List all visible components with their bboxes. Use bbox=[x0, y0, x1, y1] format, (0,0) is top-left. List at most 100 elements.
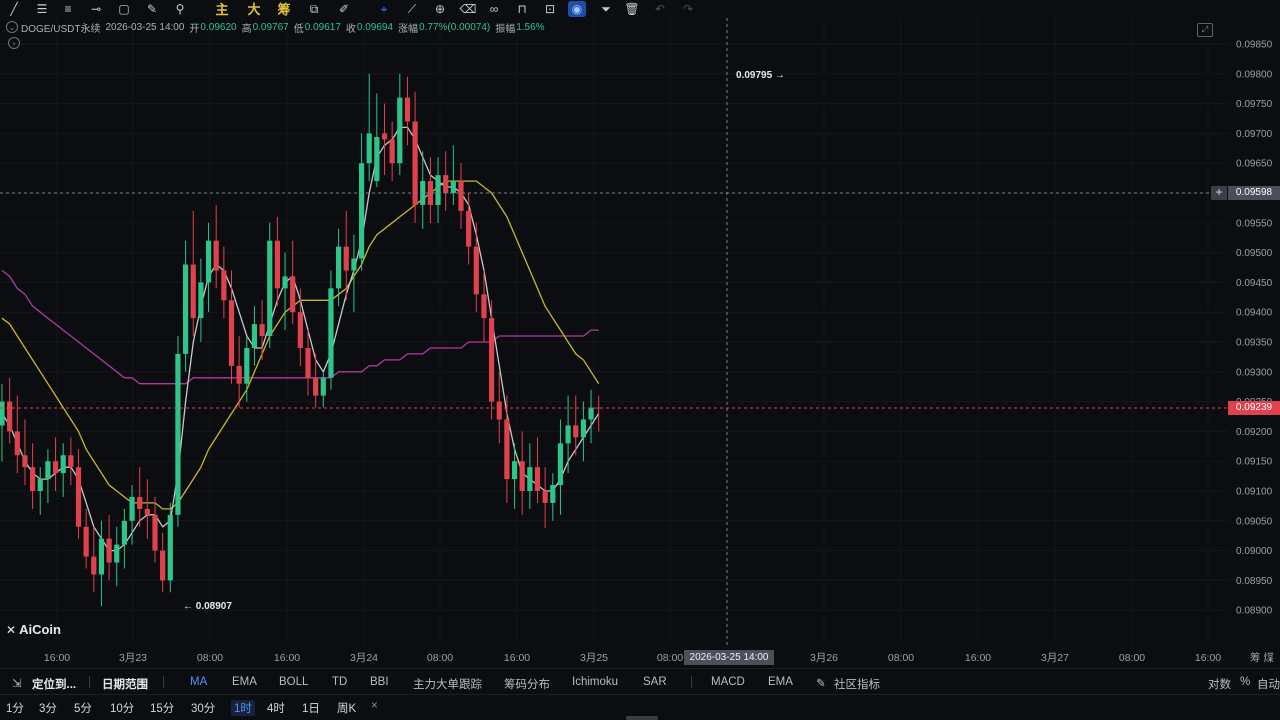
redo-icon[interactable]: ↷ bbox=[682, 2, 694, 16]
community-indicator-button[interactable]: 社区指标 bbox=[834, 679, 880, 691]
main-force-tool[interactable]: 主 bbox=[215, 1, 229, 17]
timeframe-30m[interactable]: 30分 bbox=[191, 703, 216, 715]
timeframe-10m[interactable]: 10分 bbox=[110, 703, 135, 715]
edit-icon[interactable]: ✎ bbox=[816, 678, 826, 690]
candle bbox=[481, 270, 487, 342]
auto-scale-toggle[interactable]: 自动 bbox=[1257, 679, 1280, 691]
indicator-ema[interactable]: EMA bbox=[232, 676, 257, 688]
lock-icon[interactable]: ⊓ bbox=[517, 2, 527, 16]
divider bbox=[0, 668, 1280, 669]
candle bbox=[519, 431, 525, 515]
timeframe-4h[interactable]: 4时 bbox=[267, 703, 285, 715]
brush-icon[interactable]: ✐ bbox=[338, 2, 350, 16]
candle bbox=[137, 467, 143, 527]
indicator-boll[interactable]: BOLL bbox=[279, 676, 309, 688]
candle bbox=[60, 443, 66, 497]
candle-body bbox=[267, 240, 273, 337]
expand-indicators-icon[interactable]: › bbox=[8, 37, 20, 49]
timeframe-15m[interactable]: 15分 bbox=[150, 703, 175, 715]
time-tick-label: 3月27 bbox=[1041, 652, 1069, 664]
candle-body bbox=[114, 544, 120, 563]
trash-icon[interactable]: 🗑 bbox=[624, 2, 640, 16]
candle-body bbox=[282, 276, 288, 289]
indicator-ichimoku[interactable]: Ichimoku bbox=[572, 676, 619, 688]
scroll-handle[interactable] bbox=[626, 716, 658, 720]
close-timeframes-icon[interactable]: × bbox=[371, 700, 378, 712]
timeframe-5m[interactable]: 5分 bbox=[74, 703, 92, 715]
indicator-big-order[interactable]: 主力大单跟踪 bbox=[413, 679, 482, 691]
candle bbox=[129, 485, 135, 545]
candle-body bbox=[52, 461, 59, 474]
candle bbox=[374, 93, 380, 188]
candle bbox=[244, 336, 250, 402]
candle-body bbox=[458, 181, 464, 211]
trend-line-icon[interactable]: ╱ bbox=[10, 2, 18, 16]
logo-text: AiCoin bbox=[19, 622, 61, 637]
price-tick-label: 0.09800 bbox=[1236, 69, 1273, 80]
timeframe-week[interactable]: 周K bbox=[337, 703, 357, 715]
candle bbox=[160, 532, 166, 593]
candle-body bbox=[450, 181, 456, 193]
ray-icon[interactable]: ⊸ bbox=[90, 2, 102, 16]
indicator-td[interactable]: TD bbox=[332, 676, 348, 688]
horizontal-lines-icon[interactable]: ☰ bbox=[36, 2, 48, 16]
chip-tool[interactable]: 筹 bbox=[277, 1, 291, 17]
price-tick-label: 0.09500 bbox=[1236, 248, 1273, 259]
ruler-icon[interactable]: ⟋ bbox=[407, 2, 417, 16]
price-tick-label: 0.08900 bbox=[1236, 606, 1273, 617]
candle bbox=[381, 103, 388, 176]
sub-indicator-ema[interactable]: EMA bbox=[768, 676, 793, 688]
price-tick-label: 0.09000 bbox=[1236, 546, 1273, 557]
candle-body bbox=[389, 139, 395, 164]
add-alert-icon[interactable]: + bbox=[1211, 186, 1227, 200]
candle bbox=[473, 222, 479, 313]
candle bbox=[213, 204, 219, 289]
rectangle-icon[interactable]: ▢ bbox=[118, 2, 130, 16]
candle bbox=[443, 151, 449, 211]
locate-button[interactable]: 定位到... bbox=[32, 679, 77, 691]
last-price-tag: 0.09239 bbox=[1228, 401, 1280, 415]
copy-icon[interactable]: ⧉ bbox=[309, 2, 319, 16]
indicator-ma[interactable]: MA bbox=[190, 676, 208, 688]
eraser-icon[interactable]: ⌫ bbox=[459, 2, 477, 16]
sync-icon[interactable]: ◉ bbox=[568, 1, 586, 17]
candle bbox=[297, 288, 303, 366]
pencil-icon[interactable]: ✎ bbox=[146, 2, 158, 16]
visibility-icon[interactable]: ⊡ bbox=[544, 2, 556, 16]
timeframe-1h[interactable]: 1时 bbox=[231, 700, 255, 716]
candle-body bbox=[91, 556, 97, 575]
candle bbox=[228, 270, 235, 384]
percent-scale-toggle[interactable]: % bbox=[1240, 676, 1251, 688]
timeframe-1d[interactable]: 1日 bbox=[302, 703, 320, 715]
candle bbox=[580, 401, 586, 462]
candle-body bbox=[68, 455, 74, 468]
timeframe-3m[interactable]: 3分 bbox=[39, 703, 57, 715]
measure-icon[interactable]: ⚲ bbox=[175, 2, 185, 16]
date-range-button[interactable]: 日期范围 bbox=[102, 679, 148, 691]
log-scale-toggle[interactable]: 对数 bbox=[1208, 679, 1231, 691]
fullscreen-icon[interactable]: ⤢ bbox=[1197, 23, 1213, 37]
filter-icon[interactable]: ⏷ bbox=[601, 2, 611, 16]
undo-icon[interactable]: ↶ bbox=[654, 2, 666, 16]
collapse-icon[interactable]: ⌄ bbox=[6, 21, 18, 33]
candle-body bbox=[397, 97, 403, 164]
big-order-tool[interactable]: 大 bbox=[247, 1, 261, 17]
price-tick-label: 0.09100 bbox=[1236, 487, 1273, 498]
magnet-icon[interactable]: ⌖ bbox=[380, 2, 388, 16]
indicator-chip[interactable]: 筹码分布 bbox=[504, 679, 550, 691]
amplitude-label: 振幅 bbox=[495, 23, 516, 35]
sub-indicator-macd[interactable]: MACD bbox=[711, 676, 745, 688]
candle bbox=[183, 240, 189, 372]
candle bbox=[320, 371, 326, 408]
parallel-channel-icon[interactable]: ≡ bbox=[64, 2, 72, 16]
candle bbox=[98, 520, 105, 607]
indicator-bbi[interactable]: BBI bbox=[370, 676, 389, 688]
indicator-sar[interactable]: SAR bbox=[643, 676, 667, 688]
timeframe-1m[interactable]: 1分 bbox=[6, 703, 24, 715]
candlestick-chart[interactable]: 0.09850 0.09800 0.09750 0.09700 0.09650 0.096… bbox=[0, 0, 1280, 668]
crosshair-time-tag: 2026-03-25 14:00 bbox=[684, 650, 774, 665]
locate-icon[interactable]: ⇲ bbox=[12, 678, 22, 690]
link-icon[interactable]: ∞ bbox=[489, 2, 499, 16]
zoom-icon[interactable]: ⊕ bbox=[434, 2, 446, 16]
candle-body bbox=[75, 467, 82, 527]
